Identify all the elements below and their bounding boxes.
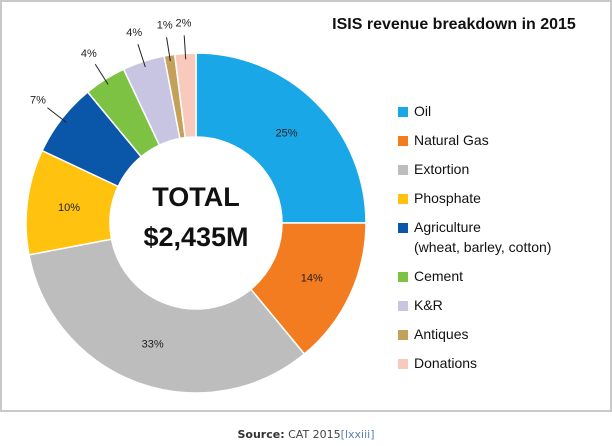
leader-line-antiques [166, 37, 171, 62]
data-label-cement: 4% [81, 48, 97, 60]
legend-swatch-oil [398, 107, 408, 117]
legend-label-antiques: Antiques [414, 326, 468, 342]
chart-title: ISIS revenue breakdown in 2015 [332, 16, 576, 33]
source-reference-link[interactable]: [lxxiii] [340, 428, 375, 441]
legend-label-cement: Cement [414, 268, 463, 284]
leader-line-cement [94, 63, 109, 85]
legend-label-k-r: K&R [414, 297, 443, 313]
data-label-natural-gas: 14% [301, 272, 323, 284]
data-label-antiques: 1% [157, 19, 173, 31]
outer-labels: 25% 14% 33% 10% 7% 4% 4% 1% 2% [30, 17, 323, 350]
revenue-donut-chart: ISIS revenue breakdown in 2015 25% 14% 33%… [25, 16, 576, 394]
legend-swatch-natural-gas [398, 136, 408, 146]
legend-sublabel-agriculture: (wheat, barley, cotton) [414, 239, 551, 255]
donut-slices [25, 52, 367, 394]
data-label-k-r: 4% [126, 27, 142, 39]
source-text: CAT 2015 [288, 428, 341, 441]
legend-swatch-agriculture [398, 223, 408, 233]
legend-label-extortion: Extortion [414, 161, 469, 177]
legend-label-oil: Oil [414, 103, 431, 119]
legend-swatch-k-r [398, 301, 408, 311]
legend: Oil Natural Gas Extortion Phosphate Agricult… [398, 103, 551, 371]
data-label-extortion: 33% [142, 338, 164, 350]
data-label-phosphate: 10% [58, 202, 80, 214]
legend-swatch-extortion [398, 165, 408, 175]
center-total-label: TOTAL [152, 182, 240, 212]
leader-line-agriculture [47, 107, 67, 123]
source-caption: Source: CAT 2015[lxxiii] [0, 428, 612, 441]
legend-label-phosphate: Phosphate [414, 190, 481, 206]
legend-swatch-antiques [398, 330, 408, 340]
legend-label-agriculture: Agriculture [414, 219, 481, 235]
legend-label-natural-gas: Natural Gas [414, 132, 489, 148]
legend-label-donations: Donations [414, 355, 477, 371]
leader-line-k-r [137, 44, 146, 68]
legend-swatch-donations [398, 359, 408, 369]
legend-swatch-phosphate [398, 194, 408, 204]
slice-donations [173, 52, 197, 139]
chart-frame: ISIS revenue breakdown in 2015 25% 14% 33%… [0, 0, 612, 412]
source-label: Source: [237, 428, 285, 441]
slice-extortion [28, 238, 306, 394]
data-label-donations: 2% [175, 17, 191, 29]
slice-oil [195, 52, 367, 224]
leader-line-donations [183, 35, 187, 60]
data-label-agriculture: 7% [30, 94, 46, 106]
center-total-value: $2,435M [143, 222, 248, 252]
legend-swatch-cement [398, 272, 408, 282]
data-label-oil: 25% [275, 127, 297, 139]
